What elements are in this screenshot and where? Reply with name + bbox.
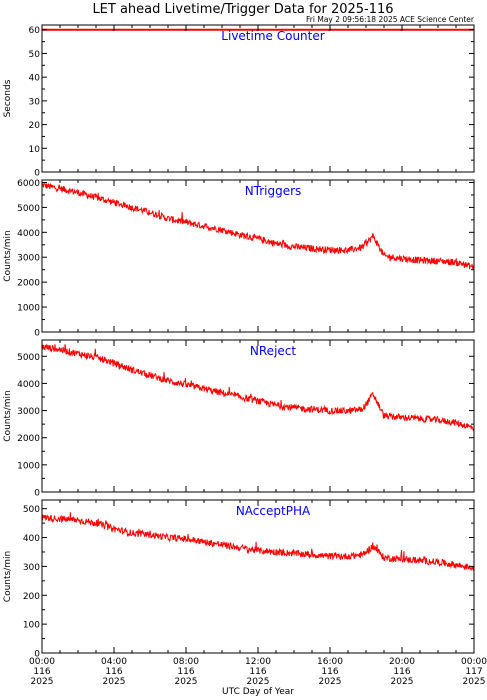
x-tick-label-line: 116 <box>321 667 338 677</box>
y-axis-label: Seconds <box>3 79 13 117</box>
x-tick-label-line: 116 <box>393 667 410 677</box>
y-tick-label: 400 <box>23 534 40 544</box>
x-tick-label-line: 2025 <box>175 677 198 687</box>
y-tick-label: 40 <box>29 74 41 84</box>
x-tick-label-line: 20:00 <box>389 657 415 667</box>
x-axis: 00:00116202504:00116202508:00116202512:0… <box>29 657 487 687</box>
x-tick-label-line: 00:00 <box>29 657 55 667</box>
y-axis-label: Counts/min <box>3 551 13 602</box>
panel-2: 0 1000 2000 3000 4000 5000 6000 NTriggers Counts… <box>3 179 475 339</box>
timestamp: Fri May 2 09:56:18 2025 ACE Science Cent… <box>306 15 475 24</box>
x-tick-label-line: 2025 <box>319 677 342 687</box>
y-tick-label: 2000 <box>17 279 40 289</box>
y-axis-label: Counts/min <box>3 390 13 441</box>
y-tick-label: 60 <box>29 26 41 36</box>
panel-title: NReject <box>250 344 296 358</box>
x-tick-label-line: 08:00 <box>173 657 199 667</box>
x-tick-label-line: 12:00 <box>245 657 271 667</box>
x-tick-label-line: 116 <box>33 667 50 677</box>
y-tick-label: 20 <box>29 121 41 131</box>
y-tick-label: 4000 <box>17 229 40 239</box>
series-line <box>41 182 475 270</box>
y-tick-label: 1000 <box>17 461 40 471</box>
panels: 0 10 20 30 40 50 60 Livetime Counter Seconds 0 100… <box>3 24 475 660</box>
x-tick-label-line: 117 <box>465 667 482 677</box>
x-tick-label-line: 2025 <box>247 677 270 687</box>
plot-frame <box>41 24 475 173</box>
x-tick-label-line: 116 <box>105 667 122 677</box>
series-line <box>41 512 475 572</box>
x-tick-label-line: 04:00 <box>101 657 127 667</box>
panel-title: Livetime Counter <box>221 29 324 43</box>
panel-1: 0 10 20 30 40 50 60 Livetime Counter Seconds <box>3 24 475 179</box>
x-tick-label-line: 2025 <box>463 677 486 687</box>
y-tick-label: 500 <box>23 505 40 515</box>
y-tick-label: 0 <box>34 329 40 339</box>
y-tick-label: 2000 <box>17 434 40 444</box>
plot-frame <box>41 179 475 333</box>
panel-3: 0 1000 2000 3000 4000 5000 NReject Counts/min <box>3 339 475 499</box>
y-tick-label: 50 <box>29 50 41 60</box>
y-tick-label: 6000 <box>17 179 40 189</box>
x-tick-label-line: 16:00 <box>317 657 343 667</box>
y-tick-label: 3000 <box>17 254 40 264</box>
y-tick-label: 30 <box>29 97 41 107</box>
y-tick-label: 5000 <box>17 204 40 214</box>
y-tick-label: 10 <box>29 145 41 155</box>
y-tick-label: 0 <box>34 489 40 499</box>
panel-4: 0 100 200 300 400 500 NAcceptPHA Counts/min <box>3 499 475 660</box>
y-tick-label: 5000 <box>17 353 40 363</box>
panel-title: NAcceptPHA <box>236 504 311 518</box>
y-tick-label: 3000 <box>17 407 40 417</box>
y-tick-label: 300 <box>23 563 40 573</box>
x-tick-label-line: 2025 <box>391 677 414 687</box>
y-tick-label: 1000 <box>17 304 40 314</box>
series-line <box>41 343 475 432</box>
x-tick-label-line: 116 <box>177 667 194 677</box>
y-tick-label: 4000 <box>17 380 40 390</box>
y-tick-label: 100 <box>23 621 40 631</box>
x-tick-label-line: 116 <box>249 667 266 677</box>
panel-title: NTriggers <box>245 184 302 198</box>
x-tick-label-line: 00:00 <box>461 657 487 667</box>
x-axis-label: UTC Day of Year <box>222 687 294 697</box>
y-axis-label: Counts/min <box>3 230 13 281</box>
y-tick-label: 0 <box>34 650 40 660</box>
chart-title: LET ahead Livetime/Trigger Data for 2025… <box>92 2 393 17</box>
y-tick-label: 200 <box>23 592 40 602</box>
x-tick-label-line: 2025 <box>31 677 54 687</box>
x-tick-label-line: 2025 <box>103 677 126 687</box>
y-tick-label: 0 <box>34 169 40 179</box>
